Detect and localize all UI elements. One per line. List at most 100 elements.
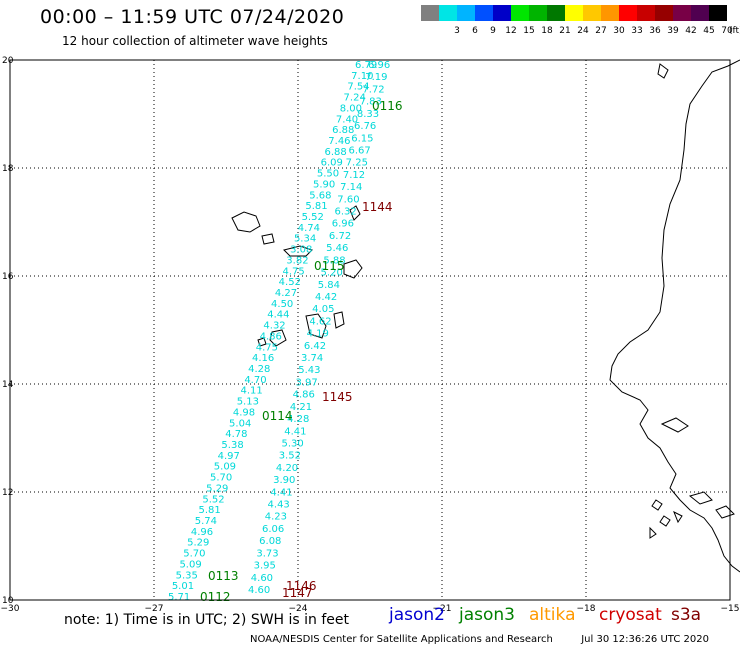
wave-height-value: 5.09 bbox=[179, 559, 201, 570]
legend-swatch bbox=[583, 5, 601, 21]
legend-swatch bbox=[529, 5, 547, 21]
pass-time-label: 0113 bbox=[208, 569, 239, 583]
map-subtitle: 12 hour collection of altimeter wave hei… bbox=[62, 34, 328, 48]
wave-height-value: 3.73 bbox=[256, 548, 278, 559]
wave-height-value: 5.90 bbox=[313, 179, 335, 190]
wave-height-value: 4.60 bbox=[251, 573, 273, 584]
pass-time-label: 0115 bbox=[314, 259, 345, 273]
wave-height-value: 5.84 bbox=[318, 280, 340, 291]
legend-swatch bbox=[457, 5, 475, 21]
legend-label: 9 bbox=[490, 26, 496, 36]
sal-island bbox=[349, 205, 361, 221]
coast-inlet bbox=[657, 63, 669, 79]
wave-height-value: 4.23 bbox=[265, 512, 287, 523]
coast-detail bbox=[660, 417, 735, 519]
wave-height-value: 4.60 bbox=[248, 585, 270, 596]
wave-height-value: 5.43 bbox=[298, 365, 320, 376]
wave-height-value: 6.96 bbox=[332, 219, 354, 230]
wave-height-value: 7.24 bbox=[344, 93, 366, 104]
map-title: 00:00 – 11:59 UTC 07/24/2020 bbox=[40, 6, 345, 28]
wave-height-value: 5.34 bbox=[294, 234, 316, 245]
wave-height-value: 4.20 bbox=[276, 463, 298, 474]
lon-tick-label: −24 bbox=[289, 604, 308, 614]
legend-label: 21 bbox=[559, 26, 571, 36]
wave-height-value: 5.29 bbox=[206, 483, 228, 494]
wave-height-value: 4.32 bbox=[263, 321, 285, 332]
wave-height-value: 7.19 bbox=[365, 72, 387, 83]
wave-height-value: 7.14 bbox=[340, 182, 362, 193]
wave-height-value: 5.13 bbox=[237, 397, 259, 408]
legend-label: 18 bbox=[541, 26, 553, 36]
wave-height-value: 4.98 bbox=[233, 407, 255, 418]
wave-height-value: 5.29 bbox=[187, 538, 209, 549]
wave-height-value: 6.67 bbox=[348, 145, 370, 156]
wave-height-value: 3.90 bbox=[273, 475, 295, 486]
wave-height-value: 4.44 bbox=[267, 310, 289, 321]
wave-height-value: 5.71 bbox=[168, 592, 190, 603]
legend-swatch bbox=[547, 5, 565, 21]
wave-height-value: 5.30 bbox=[281, 438, 303, 449]
wave-height-value: 5.70 bbox=[183, 549, 205, 560]
satellite-s3a: s3a bbox=[671, 605, 702, 625]
wave-height-value: 7.83 bbox=[360, 97, 382, 108]
credit-text: NOAA/NESDIS Center for Satellite Applica… bbox=[250, 634, 553, 645]
santiago-island bbox=[305, 313, 327, 339]
wave-height-value: 5.35 bbox=[176, 570, 198, 581]
satellite-jason3: jason3 bbox=[459, 605, 515, 625]
wave-height-value: 4.43 bbox=[268, 500, 290, 511]
map-frame bbox=[9, 59, 731, 601]
pass-time-label: 1147 bbox=[282, 586, 313, 600]
maio-island bbox=[333, 311, 345, 329]
wave-height-value: 4.70 bbox=[244, 375, 266, 386]
legend-label: 42 bbox=[685, 26, 697, 36]
pass-time-label: 1144 bbox=[362, 200, 393, 214]
wave-height-value: 4.16 bbox=[252, 353, 274, 364]
brava-island bbox=[257, 337, 267, 347]
legend-label: 12 bbox=[505, 26, 517, 36]
legend-label: 39 bbox=[667, 26, 679, 36]
pass-time-label: 1145 bbox=[322, 390, 353, 404]
legend-swatch bbox=[637, 5, 655, 21]
wave-height-value: 7.54 bbox=[347, 82, 369, 93]
wave-height-value: 6.32 bbox=[335, 207, 357, 218]
legend-swatch bbox=[691, 5, 709, 21]
wave-height-value: 7.12 bbox=[343, 170, 365, 181]
lat-tick-label: 10 bbox=[2, 596, 14, 606]
africa-coastline bbox=[609, 59, 740, 573]
wave-height-value: 6.96 bbox=[368, 60, 390, 71]
satellite-cryosat: cryosat bbox=[599, 605, 662, 625]
legend-label: 3 bbox=[454, 26, 460, 36]
legend-label: 6 bbox=[472, 26, 478, 36]
wave-height-value: 4.86 bbox=[293, 390, 315, 401]
legend-swatch bbox=[655, 5, 673, 21]
lat-tick-label: 12 bbox=[2, 488, 13, 498]
wave-height-value: 4.28 bbox=[287, 414, 309, 425]
wave-height-value: 6.72 bbox=[329, 231, 351, 242]
satellite-jason2: jason2 bbox=[389, 605, 445, 625]
legend-label: 30 bbox=[613, 26, 625, 36]
wave-height-value: 5.50 bbox=[317, 169, 339, 180]
legend-swatch bbox=[439, 5, 457, 21]
wave-height-value: 5.70 bbox=[210, 473, 232, 484]
pass-time-label: 0116 bbox=[372, 99, 403, 113]
fogo-island bbox=[269, 329, 287, 347]
wave-height-value: 5.74 bbox=[195, 516, 217, 527]
wave-height-value: 4.50 bbox=[271, 299, 293, 310]
bissagos-islands bbox=[649, 499, 683, 539]
wave-height-value: 7.60 bbox=[337, 194, 359, 205]
wave-height-value: 7.72 bbox=[362, 84, 384, 95]
wave-height-value: 4.11 bbox=[241, 386, 263, 397]
lon-tick-label: −21 bbox=[433, 604, 452, 614]
wave-height-value: 3.82 bbox=[286, 255, 308, 266]
wave-height-value: 6.88 bbox=[324, 147, 346, 158]
wave-height-value: 5.38 bbox=[221, 440, 243, 451]
lat-tick-label: 20 bbox=[2, 56, 14, 66]
wave-height-value: 4.86 bbox=[260, 331, 282, 342]
wave-height-value: 5.52 bbox=[302, 212, 324, 223]
lat-tick-label: 18 bbox=[2, 164, 14, 174]
wave-height-value: 4.75 bbox=[282, 266, 304, 277]
wave-height-value: 3.97 bbox=[295, 377, 317, 388]
legend-label: 70 bbox=[721, 26, 733, 36]
legend-label: 27 bbox=[595, 26, 607, 36]
